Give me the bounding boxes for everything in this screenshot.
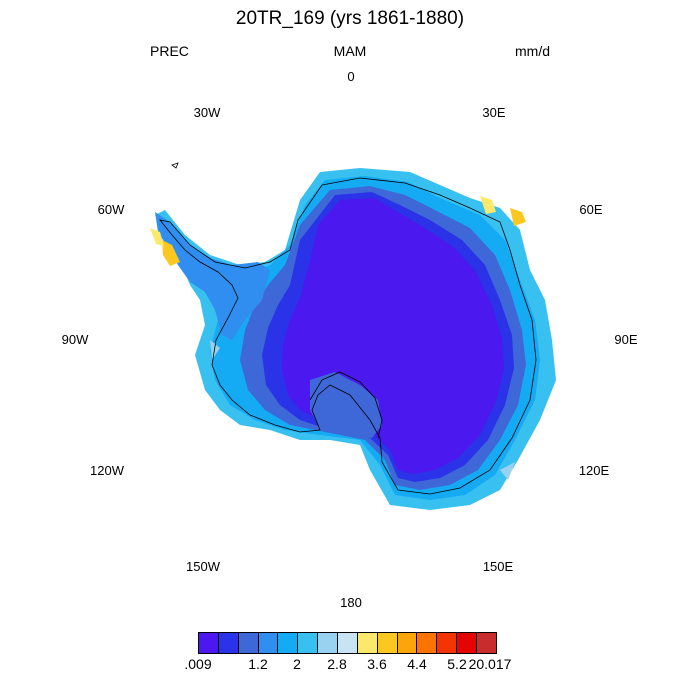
colorbar: [198, 632, 497, 654]
peninsula: [155, 212, 270, 340]
colorbar-label-2: 2: [293, 656, 301, 672]
coastline: [159, 177, 537, 495]
colorbar-swatch-1: [218, 633, 239, 653]
high-precip-peninsula: [162, 240, 180, 266]
lon-label-90w: 90W: [61, 332, 89, 347]
colorbar-label-6: 5.2: [447, 656, 467, 672]
lon-label-150w: 150W: [186, 559, 220, 574]
colorbar-swatch-0: [199, 633, 219, 653]
colorbar-swatch-13: [457, 633, 478, 653]
colorbar-label-7: 20.017: [468, 656, 512, 672]
lon-label-120w: 120W: [90, 463, 124, 478]
lon-label-60w: 60W: [97, 202, 125, 217]
colorbar-swatch-11: [417, 633, 438, 653]
island-outline: [171, 162, 179, 169]
units-label: mm/d: [515, 43, 550, 59]
lon-label-30e: 30E: [482, 105, 506, 120]
colorbar-label-5: 4.4: [407, 656, 427, 672]
colorbar-swatch-6: [318, 633, 339, 653]
colorbar-swatch-3: [258, 633, 279, 653]
lon-label-60e: 60E: [579, 202, 603, 217]
lon-label-0: 0: [347, 69, 355, 84]
high-precip-peninsula-light: [150, 228, 164, 246]
ross-ice-shelf: [310, 372, 382, 438]
high-precip-east-light: [480, 196, 496, 214]
lon-label-30w: 30W: [193, 105, 221, 120]
plot-title: 20TR_169 (yrs 1861-1880): [235, 8, 465, 29]
colorbar-swatch-14: [477, 633, 496, 653]
colorbar-label-3: 2.8: [327, 656, 347, 672]
colorbar-swatch-2: [238, 633, 259, 653]
colorbar-swatch-12: [437, 633, 458, 653]
colorbar-swatch-5: [298, 633, 319, 653]
colorbar-swatch-7: [338, 633, 358, 653]
lon-label-120e: 120E: [578, 463, 610, 478]
colorbar-swatch-9: [377, 633, 398, 653]
variable-label: PREC: [150, 43, 189, 59]
lon-label-90e: 90E: [614, 332, 638, 347]
fringe-light-b: [210, 340, 220, 360]
colorbar-swatch-10: [397, 633, 418, 653]
lon-label-150e: 150E: [482, 559, 514, 574]
season-label: MAM: [333, 43, 367, 59]
lon-label-180: 180: [340, 595, 362, 610]
colorbar-label-0: .009: [184, 656, 212, 672]
fringe-light-a: [500, 462, 515, 480]
colorbar-swatch-8: [357, 633, 378, 653]
colorbar-swatch-4: [278, 633, 299, 653]
ross-shelf-outline: [309, 371, 383, 439]
colorbar-label-1: 1.2: [248, 656, 268, 672]
high-precip-east: [510, 208, 526, 226]
colorbar-label-4: 3.6: [367, 656, 387, 672]
